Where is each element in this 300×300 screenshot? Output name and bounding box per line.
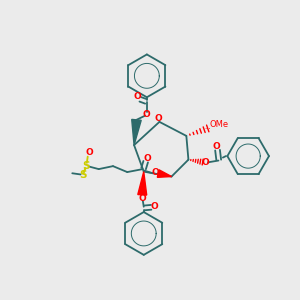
Text: O: O: [85, 148, 93, 157]
Polygon shape: [157, 170, 172, 177]
Text: O: O: [139, 194, 147, 203]
Text: O: O: [143, 110, 151, 119]
Text: O: O: [212, 142, 220, 151]
Text: S: S: [82, 160, 90, 170]
Polygon shape: [138, 172, 147, 195]
Text: OMe: OMe: [209, 120, 228, 129]
Text: S: S: [80, 170, 87, 180]
Text: O: O: [154, 113, 162, 122]
Text: O: O: [151, 169, 159, 178]
Text: O: O: [134, 92, 141, 101]
Text: ···: ···: [205, 126, 212, 132]
Text: O: O: [143, 154, 151, 163]
Polygon shape: [132, 119, 141, 145]
Text: O: O: [202, 158, 209, 167]
Text: O: O: [150, 202, 158, 211]
